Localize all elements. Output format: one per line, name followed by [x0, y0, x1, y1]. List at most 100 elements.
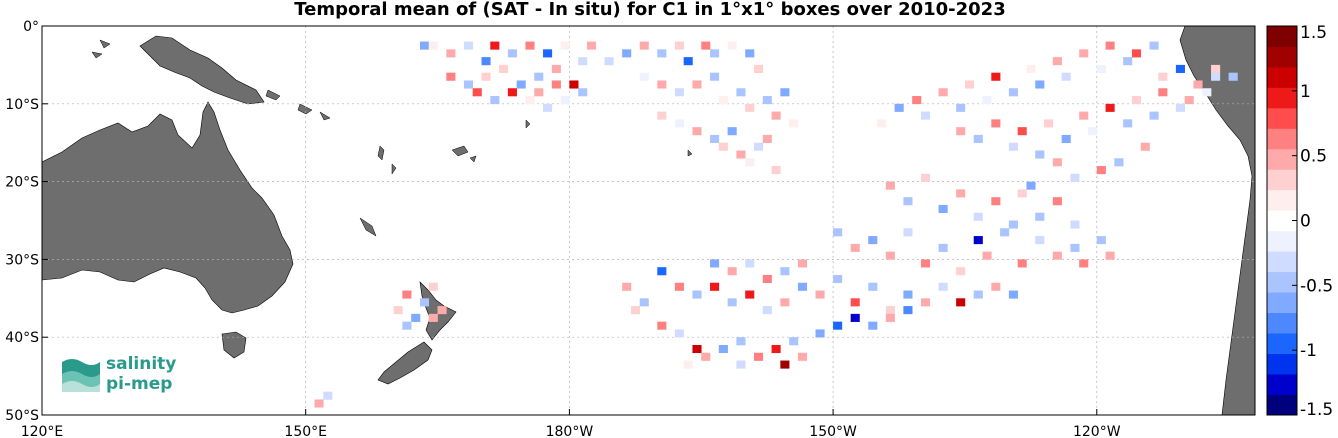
- data-cell: [1123, 57, 1133, 66]
- colorbar-segment: [1267, 230, 1297, 252]
- data-cell: [885, 181, 895, 190]
- colorbar: 1.5 1 0.5 0 -0.5 -1 -1.5: [1266, 23, 1333, 420]
- data-cell: [543, 49, 553, 58]
- data-cell: [481, 72, 491, 81]
- south-america-land: [1179, 26, 1255, 415]
- data-cell: [419, 298, 430, 307]
- data-cell: [586, 41, 597, 50]
- data-cell: [1070, 243, 1080, 252]
- data-cell: [938, 282, 948, 291]
- data-cell: [446, 49, 456, 58]
- x-tick-label: 150°W: [809, 424, 857, 438]
- data-cell: [481, 57, 491, 66]
- data-cell: [1131, 49, 1142, 58]
- data-cell: [710, 282, 720, 291]
- x-tick-label: 180°W: [546, 424, 594, 438]
- data-cell: [507, 49, 517, 58]
- data-cell: [1149, 41, 1159, 50]
- data-cell: [1008, 220, 1018, 229]
- data-cell: [630, 306, 641, 315]
- data-cell: [1123, 119, 1133, 128]
- data-cell: [1070, 220, 1080, 229]
- data-cell: [718, 142, 728, 151]
- data-cell: [1017, 127, 1027, 136]
- data-cell: [736, 150, 746, 159]
- data-cell: [762, 306, 772, 315]
- data-cell: [604, 57, 614, 66]
- fiji-islands: [451, 145, 477, 163]
- australia-land: [42, 101, 294, 314]
- data-cell: [490, 41, 500, 50]
- data-cell: [1026, 64, 1036, 73]
- data-cell: [402, 321, 412, 330]
- colorbar-segment: [1267, 353, 1297, 375]
- data-cell: [903, 197, 913, 206]
- solomon-islands: [265, 89, 331, 121]
- data-cell: [710, 49, 720, 58]
- data-cell: [1035, 80, 1045, 89]
- data-cell: [956, 103, 966, 112]
- data-cell: [938, 204, 948, 214]
- data-cell: [1140, 142, 1150, 151]
- data-cell: [903, 306, 913, 315]
- data-cell: [1096, 166, 1106, 175]
- data-cell: [411, 313, 421, 322]
- data-cell: [710, 259, 720, 268]
- colorbar-segment: [1267, 189, 1297, 211]
- data-cell: [525, 96, 535, 105]
- data-cell: [674, 88, 684, 97]
- data-cell: [1079, 49, 1089, 58]
- data-cell: [780, 88, 790, 97]
- colorbar-segment: [1267, 87, 1297, 109]
- data-cell: [1175, 103, 1185, 112]
- data-cell: [657, 267, 667, 276]
- colorbar-tick-label: -0.5: [1300, 276, 1333, 296]
- colorbar-segment: [1267, 210, 1297, 232]
- data-cell: [657, 80, 667, 89]
- data-cell: [718, 344, 728, 354]
- x-tick-label: 120°W: [1073, 424, 1121, 438]
- data-cell: [472, 88, 482, 97]
- data-cell: [727, 267, 737, 276]
- colorbar-tick-label: 0: [1300, 212, 1311, 232]
- data-cell: [736, 360, 746, 369]
- data-cell: [956, 127, 966, 136]
- data-cell: [920, 173, 931, 182]
- data-cell: [543, 103, 553, 112]
- y-tick-label: 30°S: [5, 252, 39, 268]
- data-cell: [701, 352, 711, 361]
- colorbar-segment: [1267, 46, 1297, 68]
- data-cell: [551, 64, 561, 73]
- data-cell: [639, 298, 649, 307]
- data-cell: [736, 337, 746, 346]
- data-cell: [1035, 150, 1045, 159]
- data-cell: [868, 282, 878, 291]
- data-cell: [1158, 88, 1168, 97]
- land-layer: [42, 26, 1255, 415]
- data-cell: [745, 158, 755, 167]
- new-zealand-south-land: [377, 341, 433, 385]
- data-cell: [1017, 189, 1027, 198]
- data-cell: [1061, 72, 1071, 81]
- data-cell: [727, 298, 737, 307]
- data-cell: [973, 212, 983, 221]
- data-cell: [1052, 251, 1062, 260]
- data-cell: [771, 111, 781, 120]
- data-cell: [982, 251, 992, 260]
- data-cell: [534, 72, 544, 81]
- colorbar-segment: [1267, 148, 1297, 170]
- data-cell: [771, 344, 781, 354]
- data-cell: [578, 88, 588, 97]
- data-cell: [885, 313, 895, 322]
- data-cell: [1035, 212, 1045, 221]
- data-cell: [833, 274, 843, 284]
- data-cell: [1149, 111, 1159, 120]
- colorbar-tick-label: -1.5: [1300, 400, 1333, 420]
- data-cell: [560, 41, 570, 50]
- data-cell: [710, 134, 720, 143]
- data-cell: [745, 103, 755, 112]
- data-cell: [393, 306, 403, 315]
- data-cell: [903, 290, 913, 299]
- data-cell: [701, 41, 711, 50]
- logo-line-1: salinity: [106, 354, 177, 374]
